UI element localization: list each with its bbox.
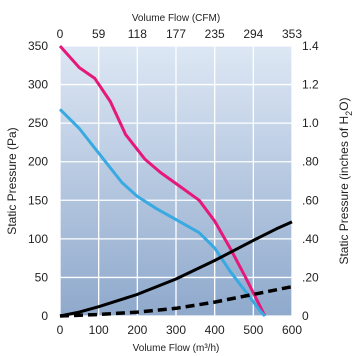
x-tick-label: 200: [127, 323, 147, 337]
right-y-axis-title: Static Pressure (inches of H2O): [337, 97, 354, 264]
right-y-axis-title-prefix: Static Pressure (inches of H: [337, 116, 351, 265]
y-tick-label: 50: [35, 270, 49, 284]
y-tick-label: 300: [28, 78, 48, 92]
y-right-tick-label: .80: [302, 155, 319, 169]
y-right-tick-label: 0: [302, 309, 309, 323]
x-top-tick-label: 0: [57, 27, 64, 41]
series-line-3: [59, 220, 293, 318]
x-tick-label: 400: [205, 323, 225, 337]
y-right-tick-label: 1.0: [302, 116, 319, 130]
right-y-axis-title-subscript: 2: [344, 111, 354, 116]
bottom-x-axis-title: Volume Flow (m³/h): [133, 343, 220, 354]
series-line-1: [58, 45, 267, 317]
y-right-tick-label: .20: [302, 270, 319, 284]
y-right-tick-label: .60: [302, 193, 319, 207]
y-tick-label: 0: [41, 309, 48, 323]
x-top-tick-label: 235: [205, 27, 225, 41]
x-tick-label: 600: [282, 323, 302, 337]
y-tick-label: 350: [28, 39, 48, 53]
x-top-tick-label: 353: [282, 27, 302, 41]
x-tick-label: 500: [243, 323, 263, 337]
y-right-tick-label: 1.2: [302, 78, 319, 92]
x-tick-label: 0: [57, 323, 64, 337]
x-top-tick-label: 118: [128, 27, 147, 41]
y-tick-label: 100: [28, 232, 48, 246]
x-top-tick-label: 177: [166, 27, 186, 41]
x-top-tick-label: 294: [243, 27, 263, 41]
x-top-tick-label: 59: [92, 27, 106, 41]
y-tick-label: 200: [28, 155, 48, 169]
x-tick-label: 300: [166, 323, 186, 337]
left-y-axis-title: Static Pressure (Pa): [5, 127, 19, 234]
y-right-tick-label: 1.4: [302, 39, 319, 53]
top-x-axis-title: Volume Flow (CFM): [132, 13, 220, 24]
y-tick-label: 250: [28, 116, 48, 130]
x-tick-label: 100: [89, 323, 109, 337]
series-layer: [58, 45, 293, 318]
series-line-4: [59, 284, 293, 318]
right-y-axis-title-suffix: O): [337, 97, 351, 110]
y-right-tick-label: .40: [302, 232, 319, 246]
y-tick-label: 150: [28, 193, 48, 207]
